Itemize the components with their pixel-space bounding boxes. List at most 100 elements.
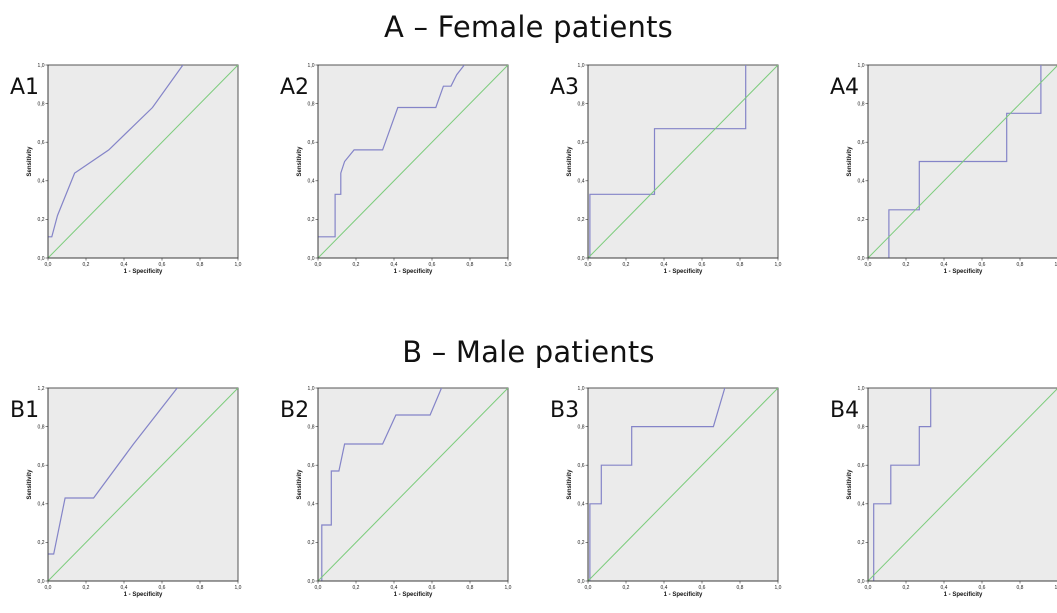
x-tick-label: 0,0 [865, 262, 872, 268]
y-tick-label: 0,0 [38, 256, 45, 262]
chart-panel-a2: A2 0,0 0,2 0,4 0,6 0,8 1,0 0,0 0,2 0,4 0,6 0,8 1,0 1… [280, 63, 540, 290]
y-tick-label: 1,0 [858, 386, 865, 392]
x-tick-label: 0,8 [197, 585, 204, 591]
panel-label: A3 [550, 75, 580, 100]
y-tick-label: 0,0 [38, 579, 45, 585]
roc-curve-line [318, 65, 465, 238]
section-title-male: B – Male patients [402, 335, 655, 369]
x-tick-label: 0,8 [1017, 262, 1024, 268]
x-tick-label: 0,2 [903, 262, 910, 268]
roc-chart-b2: 0,0 0,2 0,4 0,6 0,8 1,0 0,0 0,2 0,4 0,6 0,8 1,0 1 - … [297, 386, 512, 598]
y-tick-label: 0,4 [858, 502, 865, 508]
y-tick-label: 1,0 [308, 386, 315, 392]
reference-diagonal-line [588, 65, 778, 258]
x-tick-label: 0,6 [429, 262, 436, 268]
y-axis-label: Sensitivity [297, 146, 303, 177]
chart-panel-b3: B3 0,0 0,2 0,4 0,6 0,8 1,0 0,0 0,2 0,4 0,6 0,8 1,0 1… [550, 386, 810, 613]
y-tick-label: 0,0 [858, 579, 865, 585]
roc-chart-b3: 0,0 0,2 0,4 0,6 0,8 1,0 0,0 0,2 0,4 0,6 0,8 1,0 1 - … [567, 386, 782, 598]
x-tick-label: 0,6 [979, 585, 986, 591]
y-tick-label: 0,0 [308, 579, 315, 585]
chart-panel-a1: A1 0,0 0,2 0,4 0,6 0,8 1,0 0,0 0,2 0,4 0,6 0,8 1,0 1… [10, 63, 270, 290]
reference-diagonal-line [868, 388, 1057, 581]
x-tick-label: 1,0 [1055, 262, 1057, 268]
reference-diagonal-line [48, 388, 238, 581]
x-tick-label: 0,2 [83, 585, 90, 591]
x-tick-label: 0,2 [353, 262, 360, 268]
y-tick-label: 1,2 [38, 386, 45, 392]
section-title-female: A – Female patients [384, 10, 673, 44]
y-tick-label: 0,6 [38, 463, 45, 469]
y-tick-label: 1,0 [578, 63, 585, 69]
y-tick-label: 0,4 [578, 502, 585, 508]
x-axis-label: 1 - Specificity [394, 592, 433, 598]
y-tick-label: 0,8 [308, 424, 315, 430]
y-tick-label: 0,6 [858, 463, 865, 469]
y-tick-label: 0,8 [578, 424, 585, 430]
x-axis-label: 1 - Specificity [664, 269, 703, 275]
y-tick-label: 0,2 [858, 217, 865, 223]
chart-panel-b2: B2 0,0 0,2 0,4 0,6 0,8 1,0 0,0 0,2 0,4 0,6 0,8 1,0 1… [280, 386, 540, 613]
x-tick-label: 1,0 [235, 585, 242, 591]
x-tick-label: 0,8 [467, 585, 474, 591]
x-tick-label: 0,2 [83, 262, 90, 268]
x-tick-label: 0,6 [159, 585, 166, 591]
x-tick-label: 0,4 [121, 262, 128, 268]
x-tick-label: 0,8 [197, 262, 204, 268]
y-tick-label: 0,6 [308, 140, 315, 146]
panel-label: A2 [280, 75, 310, 100]
panel-label: B1 [10, 398, 40, 423]
y-tick-label: 0,8 [578, 101, 585, 107]
reference-diagonal-line [588, 388, 778, 581]
x-axis-label: 1 - Specificity [664, 592, 703, 598]
y-tick-label: 1,0 [858, 63, 865, 69]
y-axis-label: Sensitivity [297, 469, 303, 500]
panel-label: B2 [280, 398, 310, 423]
y-axis-label: Sensitivity [27, 469, 33, 500]
x-tick-label: 0,6 [159, 262, 166, 268]
x-tick-label: 1,0 [505, 585, 512, 591]
x-tick-label: 0,2 [353, 585, 360, 591]
chart-panel-a3: A3 0,0 0,2 0,4 0,6 0,8 1,0 0,0 0,2 0,4 0,6 0,8 1,0 1… [550, 63, 810, 290]
chart-panel-a4: A4 0,0 0,2 0,4 0,6 0,8 1,0 0,0 0,2 0,4 0,6 0,8 1,0 1… [830, 63, 1057, 290]
roc-chart-a3: 0,0 0,2 0,4 0,6 0,8 1,0 0,0 0,2 0,4 0,6 0,8 1,0 1 - … [567, 63, 782, 275]
x-axis-label: 1 - Specificity [944, 269, 983, 275]
y-tick-label: 0,8 [858, 424, 865, 430]
x-tick-label: 0,0 [315, 262, 322, 268]
x-tick-label: 0,4 [391, 262, 398, 268]
y-tick-label: 1,0 [578, 386, 585, 392]
x-tick-label: 0,0 [585, 585, 592, 591]
y-tick-label: 0,4 [38, 502, 45, 508]
y-tick-label: 0,4 [308, 179, 315, 185]
x-tick-label: 0,6 [699, 262, 706, 268]
x-tick-label: 1,0 [775, 585, 782, 591]
y-axis-label: Sensitivity [567, 146, 573, 177]
roc-curve-line [48, 65, 184, 238]
x-tick-label: 0,4 [941, 262, 948, 268]
roc-chart-b4: 0,0 0,2 0,4 0,6 0,8 1,0 0,0 0,2 0,4 0,6 0,8 1,0 1 - … [847, 386, 1057, 598]
roc-chart-b1: 0,0 0,2 0,4 0,6 0,8 1,0 0,0 0,2 0,4 0,6 0,8 1,2 1 - … [27, 386, 242, 598]
x-axis-label: 1 - Specificity [394, 269, 433, 275]
y-tick-label: 0,2 [578, 217, 585, 223]
roc-chart-a1: 0,0 0,2 0,4 0,6 0,8 1,0 0,0 0,2 0,4 0,6 0,8 1,0 1 - … [27, 63, 242, 275]
y-tick-label: 0,6 [858, 140, 865, 146]
chart-panel-b1: B1 0,0 0,2 0,4 0,6 0,8 1,0 0,0 0,2 0,4 0,6 0,8 1,2 1… [10, 386, 270, 613]
x-axis-label: 1 - Specificity [944, 592, 983, 598]
roc-curve-line [48, 388, 178, 555]
x-tick-label: 0,2 [623, 262, 630, 268]
chart-panel-b4: B4 0,0 0,2 0,4 0,6 0,8 1,0 0,0 0,2 0,4 0,6 0,8 1,0 1… [830, 386, 1057, 613]
y-tick-label: 0,4 [308, 502, 315, 508]
x-tick-label: 0,4 [661, 262, 668, 268]
x-tick-label: 0,4 [941, 585, 948, 591]
reference-diagonal-line [868, 65, 1057, 258]
y-axis-label: Sensitivity [567, 469, 573, 500]
y-tick-label: 1,0 [38, 63, 45, 69]
y-axis-label: Sensitivity [847, 469, 853, 500]
roc-chart-a4: 0,0 0,2 0,4 0,6 0,8 1,0 0,0 0,2 0,4 0,6 0,8 1,0 1 - … [847, 63, 1057, 275]
x-tick-label: 0,0 [45, 262, 52, 268]
reference-diagonal-line [48, 65, 238, 258]
y-tick-label: 0,2 [578, 540, 585, 546]
x-tick-label: 1,0 [1055, 585, 1057, 591]
y-axis-label: Sensitivity [847, 146, 853, 177]
roc-chart-a2: 0,0 0,2 0,4 0,6 0,8 1,0 0,0 0,2 0,4 0,6 0,8 1,0 1 - … [297, 63, 512, 275]
